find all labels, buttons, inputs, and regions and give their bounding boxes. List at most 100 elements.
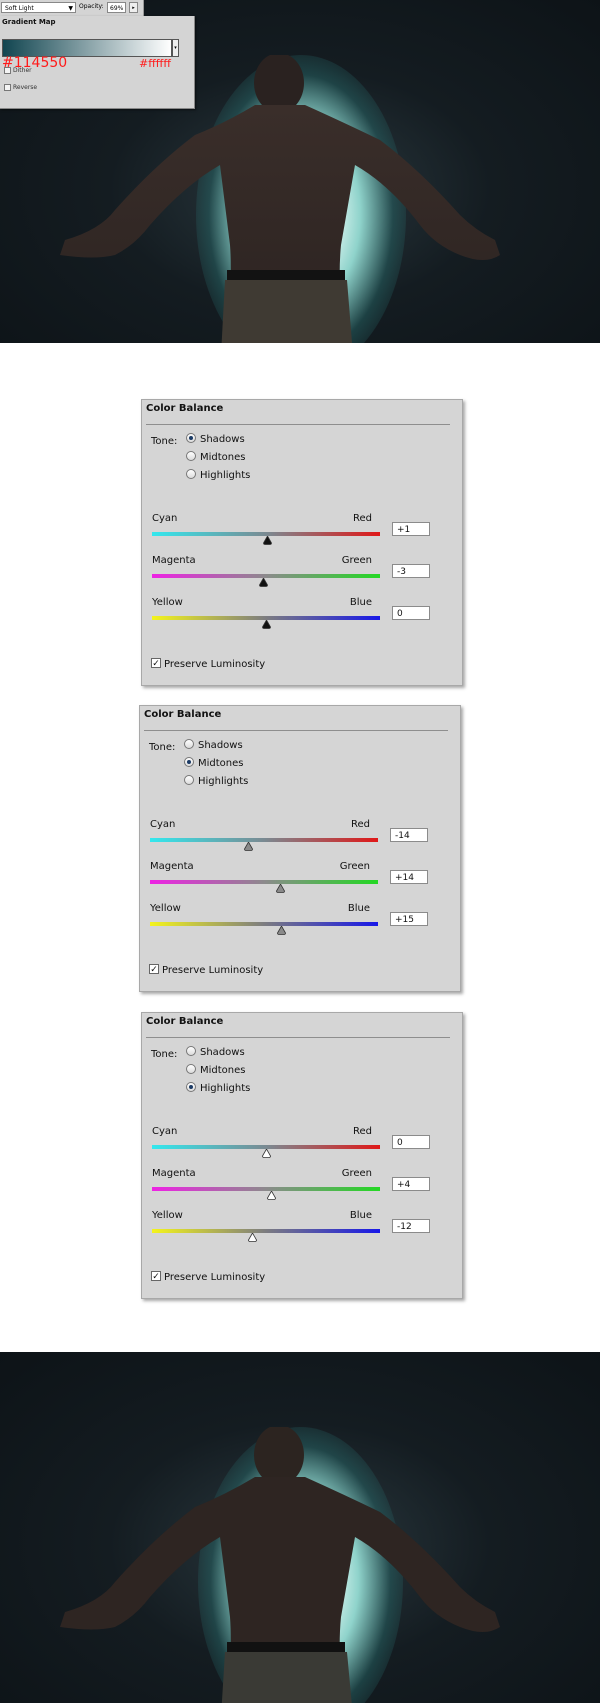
tone-radio-shadows[interactable]: Shadows <box>186 433 245 447</box>
slider-left-label: Yellow <box>152 1210 183 1221</box>
slider-value-input[interactable]: +14 <box>390 870 428 884</box>
slider-value-input[interactable]: +15 <box>390 912 428 926</box>
blend-mode-value: Soft Light <box>5 5 34 12</box>
tone-radio-shadows[interactable]: Shadows <box>184 739 243 753</box>
preserve-luminosity-checkbox[interactable]: ✓ Preserve Luminosity <box>151 658 266 671</box>
color-slider-track[interactable] <box>150 838 378 842</box>
radio-indicator <box>186 1046 196 1056</box>
slider-right-label: Blue <box>347 903 370 914</box>
color-balance-panel: Color Balance Tone: Shadows Midtones Highlig… <box>141 1012 463 1299</box>
man-silhouette <box>55 55 555 343</box>
tone-radio-shadows[interactable]: Shadows <box>186 1046 245 1060</box>
slider-left-label: Cyan <box>150 819 176 830</box>
slider-value-input[interactable]: 0 <box>392 606 430 620</box>
reverse-box <box>4 84 11 91</box>
color-slider-track[interactable] <box>152 1229 380 1233</box>
slider-right-label: Green <box>341 1168 372 1179</box>
preserve-luminosity-checkbox[interactable]: ✓ Preserve Luminosity <box>151 1271 266 1284</box>
gradient-map-panel: Gradient Map ▾ #114550 #ffffff Dither Re… <box>0 16 195 109</box>
slider-left-label: Magenta <box>152 1168 196 1179</box>
tone-label: Tone: <box>149 742 176 753</box>
tone-radio-midtones[interactable]: Midtones <box>186 1064 246 1078</box>
radio-indicator <box>186 433 196 443</box>
title-divider <box>146 1037 450 1038</box>
tone-option-label: Shadows <box>200 434 245 445</box>
slider-value-input[interactable]: -3 <box>392 564 430 578</box>
color-slider-track[interactable] <box>152 1187 380 1191</box>
tone-option-label: Midtones <box>200 1065 246 1076</box>
gradient-map-title: Gradient Map <box>2 18 56 26</box>
tone-label: Tone: <box>151 436 178 447</box>
panel-title: Color Balance <box>144 709 222 720</box>
tone-radio-highlights[interactable]: Highlights <box>186 469 250 483</box>
slider-right-label: Red <box>351 819 370 830</box>
man-silhouette <box>55 1427 555 1703</box>
tone-option-label: Highlights <box>200 470 251 481</box>
radio-indicator <box>186 1064 196 1074</box>
tone-option-label: Midtones <box>200 452 246 463</box>
radio-indicator <box>184 775 194 785</box>
photo-after <box>0 1352 600 1703</box>
slider-value-input[interactable]: +1 <box>392 522 430 536</box>
slider-right-label: Blue <box>349 1210 372 1221</box>
chevron-down-icon: ▼ <box>68 5 73 12</box>
tone-option-label: Midtones <box>198 758 244 769</box>
gradient-picker-button[interactable]: ▾ <box>172 39 179 57</box>
tone-option-label: Shadows <box>198 740 243 751</box>
reverse-checkbox[interactable]: Reverse <box>4 84 37 91</box>
color-slider-track[interactable] <box>152 574 380 578</box>
blend-mode-select[interactable]: Soft Light ▼ <box>1 2 76 13</box>
photo-before: Soft Light ▼ Opacity: 69% ▸ Gradient Map… <box>0 0 600 343</box>
opacity-label: Opacity: <box>79 3 104 10</box>
tone-label: Tone: <box>151 1049 178 1060</box>
slider-left-label: Yellow <box>150 903 181 914</box>
checkbox-box: ✓ <box>151 658 161 669</box>
radio-indicator <box>186 469 196 479</box>
slider-left-label: Magenta <box>152 555 196 566</box>
hex-end-label: #ffffff <box>139 57 171 70</box>
slider-value-input[interactable]: -12 <box>392 1219 430 1233</box>
color-balance-panel: Color Balance Tone: Shadows Midtones Highlig… <box>141 399 463 686</box>
gradient-preview[interactable] <box>2 39 172 57</box>
slider-value-input[interactable]: -14 <box>390 828 428 842</box>
layer-options-bar: Soft Light ▼ Opacity: 69% ▸ <box>0 0 144 17</box>
reverse-label: Reverse <box>13 84 38 91</box>
preserve-luminosity-checkbox[interactable]: ✓ Preserve Luminosity <box>149 964 264 977</box>
slider-right-label: Green <box>341 555 372 566</box>
color-slider-track[interactable] <box>152 616 380 620</box>
preserve-luminosity-label: Preserve Luminosity <box>162 965 264 976</box>
tone-radio-midtones[interactable]: Midtones <box>184 757 244 771</box>
panel-title: Color Balance <box>146 1016 224 1027</box>
dither-box <box>4 67 11 74</box>
color-slider-track[interactable] <box>150 880 378 884</box>
color-slider-track[interactable] <box>152 1145 380 1149</box>
hex-start-label: #114550 <box>2 55 68 71</box>
checkbox-box: ✓ <box>149 964 159 975</box>
dither-checkbox[interactable]: Dither <box>4 67 32 74</box>
title-divider <box>144 730 448 731</box>
radio-indicator <box>186 451 196 461</box>
slider-left-label: Cyan <box>152 1126 178 1137</box>
tone-option-label: Shadows <box>200 1047 245 1058</box>
color-balance-panel: Color Balance Tone: Shadows Midtones Highlig… <box>139 705 461 992</box>
dither-label: Dither <box>13 67 32 74</box>
tone-radio-highlights[interactable]: Highlights <box>186 1082 250 1096</box>
slider-value-input[interactable]: +4 <box>392 1177 430 1191</box>
tone-radio-midtones[interactable]: Midtones <box>186 451 246 465</box>
tone-radio-highlights[interactable]: Highlights <box>184 775 248 789</box>
preserve-luminosity-label: Preserve Luminosity <box>164 1272 266 1283</box>
opacity-input[interactable]: 69% <box>107 2 126 13</box>
slider-right-label: Green <box>339 861 370 872</box>
opacity-slider-button[interactable]: ▸ <box>129 2 138 13</box>
radio-indicator <box>186 1082 196 1092</box>
preserve-luminosity-label: Preserve Luminosity <box>164 659 266 670</box>
radio-indicator <box>184 757 194 767</box>
color-slider-track[interactable] <box>152 532 380 536</box>
slider-left-label: Cyan <box>152 513 178 524</box>
slider-right-label: Red <box>353 1126 372 1137</box>
panel-title: Color Balance <box>146 403 224 414</box>
slider-left-label: Magenta <box>150 861 194 872</box>
color-slider-track[interactable] <box>150 922 378 926</box>
slider-value-input[interactable]: 0 <box>392 1135 430 1149</box>
tone-option-label: Highlights <box>198 776 249 787</box>
